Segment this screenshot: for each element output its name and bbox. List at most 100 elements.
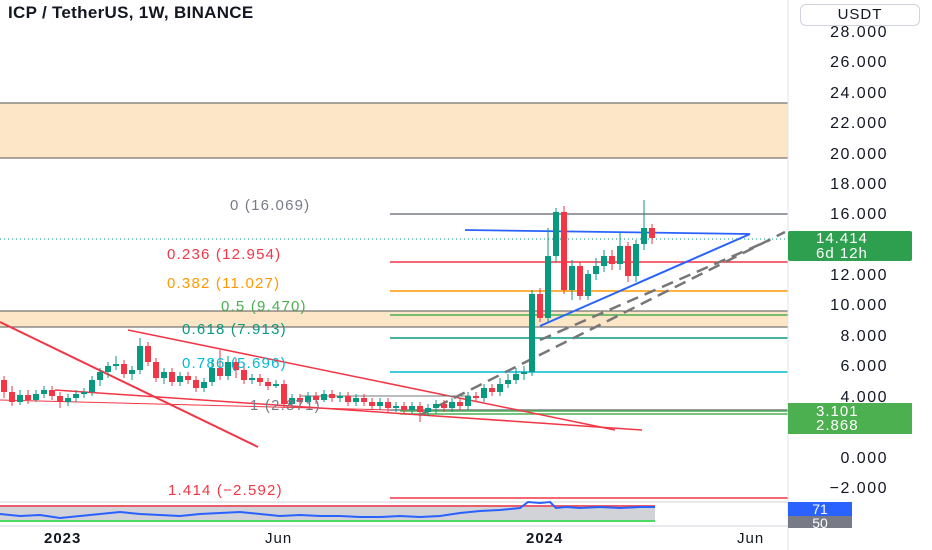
rsi-line bbox=[0, 500, 655, 520]
price-tick: 16.000 bbox=[830, 206, 888, 223]
candle-body bbox=[185, 376, 191, 380]
rsi-panel[interactable] bbox=[0, 500, 788, 527]
candle-body bbox=[1, 380, 7, 392]
price-tick: 6.000 bbox=[840, 358, 888, 375]
candle-body bbox=[105, 366, 111, 372]
candle-body bbox=[257, 378, 263, 382]
time-tick-2023: 2023 bbox=[44, 530, 82, 547]
price-tick: 18.000 bbox=[830, 176, 888, 193]
candle-body bbox=[449, 402, 455, 408]
candle-body bbox=[193, 380, 199, 388]
candle-body bbox=[577, 266, 583, 296]
candle-body bbox=[217, 368, 223, 376]
candle-body bbox=[513, 374, 519, 380]
level-label-a-value: 3.101 bbox=[816, 403, 859, 420]
candle-body bbox=[169, 372, 175, 382]
time-tick-jun-2023: Jun bbox=[265, 530, 293, 547]
price-tick: 4.000 bbox=[840, 389, 888, 406]
candle-body bbox=[481, 388, 487, 398]
candlestick-series[interactable] bbox=[1, 200, 655, 422]
candle-body bbox=[505, 380, 511, 384]
candle-body bbox=[249, 378, 255, 380]
candle-body bbox=[121, 364, 127, 374]
candle-body bbox=[369, 402, 375, 406]
price-tick: 28.000 bbox=[830, 24, 888, 41]
support-zone bbox=[0, 311, 788, 327]
price-tick: 12.000 bbox=[830, 267, 888, 284]
candle-body bbox=[593, 266, 599, 274]
rsi-band bbox=[0, 505, 655, 521]
candle-body bbox=[337, 396, 343, 398]
candle-body bbox=[409, 406, 415, 410]
currency-selector[interactable]: USDT bbox=[800, 4, 920, 26]
candle-body bbox=[201, 382, 207, 388]
price-tick: 24.000 bbox=[830, 85, 888, 102]
blue-triangle-pattern[interactable] bbox=[464, 229, 751, 327]
candle-body bbox=[649, 228, 655, 238]
rsi-value-label: 71 bbox=[788, 502, 852, 516]
fib-label-0618: 0.618 (7.913) bbox=[182, 321, 287, 338]
candle-body bbox=[265, 382, 271, 386]
candle-body bbox=[65, 398, 71, 402]
price-tick: 8.000 bbox=[840, 328, 888, 345]
candle-body bbox=[585, 274, 591, 296]
candle-body bbox=[41, 390, 47, 394]
level-label-a: 3.101 bbox=[788, 403, 912, 420]
candle-body bbox=[137, 346, 143, 370]
fib-label-0236: 0.236 (12.954) bbox=[167, 246, 282, 263]
candle-body bbox=[441, 404, 447, 408]
red-trendlines[interactable] bbox=[0, 321, 643, 448]
candle-body bbox=[377, 402, 383, 406]
candle-body bbox=[33, 394, 39, 400]
triangle-top bbox=[464, 229, 751, 235]
trendline-upper bbox=[127, 329, 616, 431]
candle-body bbox=[129, 370, 135, 374]
level-label-b-value: 2.868 bbox=[816, 417, 859, 434]
trendline-steep bbox=[0, 321, 259, 448]
level-label-b: 2.868 bbox=[788, 418, 912, 434]
candle-body bbox=[545, 256, 551, 318]
chart-title[interactable]: ICP / TetherUS, 1W, BINANCE bbox=[8, 3, 254, 22]
candle-body bbox=[73, 394, 79, 398]
dashed-trend-channel-2 bbox=[539, 238, 771, 342]
price-tick: 10.000 bbox=[830, 297, 888, 314]
candle-body bbox=[113, 364, 119, 366]
candle-body bbox=[305, 396, 311, 402]
candle-body bbox=[145, 346, 151, 362]
fib-label-0786: 0.786 (5.696) bbox=[182, 355, 287, 372]
candle-body bbox=[97, 372, 103, 380]
candle-body bbox=[641, 228, 647, 244]
candle-body bbox=[529, 294, 535, 372]
candle-body bbox=[241, 370, 247, 380]
candle-body bbox=[161, 372, 167, 378]
candle-body bbox=[537, 294, 543, 318]
candle-body bbox=[617, 246, 623, 264]
candle-body bbox=[465, 396, 471, 406]
candle-body bbox=[17, 395, 23, 402]
last-price-value: 14.414 bbox=[816, 230, 868, 247]
time-tick-jun-2024: Jun bbox=[737, 530, 765, 547]
candle-body bbox=[297, 398, 303, 402]
fib-label-1: 1 (2.871) bbox=[250, 397, 321, 414]
candle-body bbox=[273, 384, 279, 386]
candle-body bbox=[281, 384, 287, 404]
price-tick: −2.000 bbox=[829, 480, 888, 497]
fib-label-0: 0 (16.069) bbox=[230, 197, 311, 214]
bar-countdown: 6d 12h bbox=[816, 245, 868, 262]
candle-body bbox=[289, 398, 295, 404]
candle-body bbox=[89, 380, 95, 392]
candle-body bbox=[473, 396, 479, 398]
price-tick: 26.000 bbox=[830, 54, 888, 71]
price-tick: 20.000 bbox=[830, 146, 888, 163]
candle-body bbox=[433, 404, 439, 408]
dashed-trend-channel bbox=[419, 230, 786, 417]
candle-body bbox=[353, 398, 359, 402]
candle-body bbox=[609, 256, 615, 264]
candle-body bbox=[625, 246, 631, 276]
fib-retracement-lines[interactable] bbox=[390, 213, 788, 499]
candle-body bbox=[209, 368, 215, 382]
resistance-zone bbox=[0, 103, 788, 158]
candle-body bbox=[457, 402, 463, 406]
candle-body bbox=[569, 266, 575, 290]
